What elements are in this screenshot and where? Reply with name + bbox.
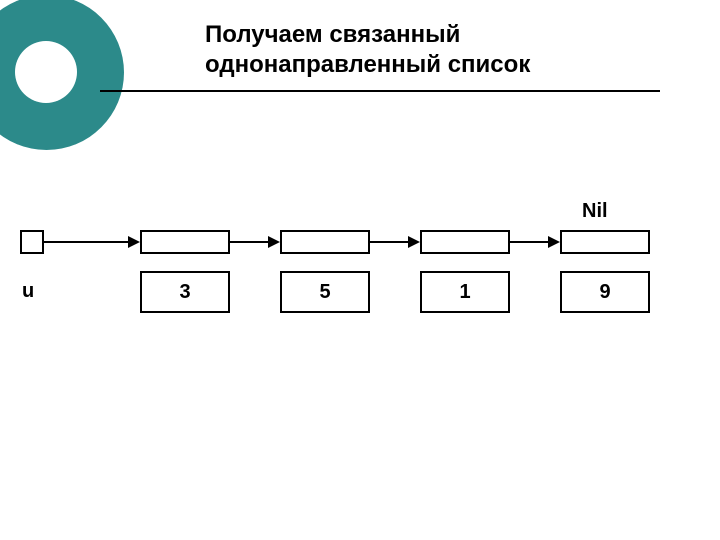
- node-value-box: 1: [420, 271, 510, 313]
- node-value: 9: [599, 281, 610, 304]
- node-pointer-box: [140, 230, 230, 254]
- node-pointer-box: [420, 230, 510, 254]
- arrow-head-icon: [128, 236, 140, 248]
- arrow-head-icon: [408, 236, 420, 248]
- nil-label: Nil: [582, 200, 608, 223]
- node-value-box: 3: [140, 271, 230, 313]
- arrow-line: [370, 241, 408, 243]
- decor-ring-inner: [15, 41, 77, 103]
- node-pointer-box: [560, 230, 650, 254]
- node-value: 5: [319, 281, 330, 304]
- head-pointer-box: [20, 230, 44, 254]
- node-value-box: 5: [280, 271, 370, 313]
- node-value-box: 9: [560, 271, 650, 313]
- slide-canvas: Получаем связанныйоднонаправленный списо…: [0, 0, 720, 540]
- head-var-label: u: [22, 280, 34, 303]
- arrow-line: [44, 241, 128, 243]
- arrow-line: [510, 241, 548, 243]
- arrow-head-icon: [268, 236, 280, 248]
- arrow-line: [230, 241, 268, 243]
- node-value: 1: [459, 281, 470, 304]
- slide-title: Получаем связанныйоднонаправленный списо…: [205, 20, 530, 80]
- arrow-head-icon: [548, 236, 560, 248]
- node-value: 3: [179, 281, 190, 304]
- title-underline: [100, 90, 660, 92]
- node-pointer-box: [280, 230, 370, 254]
